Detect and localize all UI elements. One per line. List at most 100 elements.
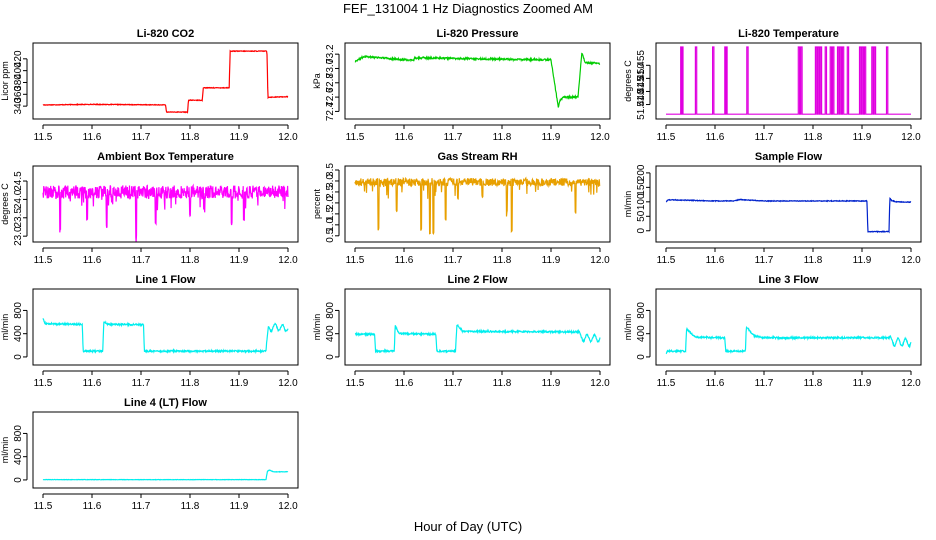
chart-panel: Line 1 Flow 11.5 11.6 11.7 11.8 11.9 12.0 0 400 8… [0,274,299,389]
y-tick-label: 400 [636,325,647,342]
y-tick-label: 51.455 [636,50,647,81]
y-axis-label: kPa [312,73,322,89]
x-tick-label: 11.9 [853,255,872,266]
x-tick-label: 11.9 [230,501,249,512]
chart-panel: Line 2 Flow 11.5 11.6 11.7 11.8 11.9 12.0 0 400 8… [312,274,611,389]
x-tick-label: 11.6 [83,255,102,266]
y-axis-label: ml/min [623,191,633,218]
series-line [42,469,289,481]
series-line [665,197,912,234]
x-tick-label: 11.7 [132,501,151,512]
x-tick-label: 12.0 [590,132,610,143]
x-tick-label: 11.5 [34,378,53,389]
y-tick-label: 800 [13,425,24,442]
y-tick-label: 3.5 [325,163,336,177]
y-tick-label: 1.0 [325,217,336,231]
x-tick-label: 11.5 [657,255,676,266]
y-tick-label: 150 [636,179,647,196]
x-tick-label: 11.7 [444,132,463,143]
series-line [42,49,289,114]
y-tick-label: 340 [13,97,24,114]
y-tick-label: 100 [636,193,647,210]
series-line [42,183,289,242]
y-axis-label: Licor ppm [0,61,10,101]
x-tick-label: 11.6 [83,378,102,389]
y-tick-label: 51.440 [636,89,647,120]
y-axis-label: degrees C [0,183,10,225]
x-tick-label: 11.9 [542,255,561,266]
panel-title: Sample Flow [755,151,823,163]
y-tick-label: 23.0 [13,226,24,246]
x-tick-label: 11.7 [444,378,463,389]
y-tick-label: 24.5 [13,171,24,191]
x-tick-label: 12.0 [901,378,921,389]
x-tick-label: 11.8 [493,378,512,389]
y-tick-label: 400 [325,325,336,342]
x-tick-label: 11.9 [853,378,872,389]
x-tick-label: 11.8 [181,501,200,512]
y-tick-label: 400 [13,62,24,79]
chart-panel: Li-820 CO2 11.5 11.6 11.7 11.8 11.9 12.0 340360… [0,28,299,143]
chart-panel: Li-820 Pressure 11.5 11.6 11.7 11.8 11.9 12.0 7… [312,28,611,143]
x-tick-label: 11.7 [755,255,774,266]
panel-title: Li-820 CO2 [137,28,194,40]
y-tick-label: 24.0 [13,189,24,209]
x-tick-label: 11.7 [755,378,774,389]
y-tick-label: 420 [13,50,24,67]
y-axis-label: percent [312,188,322,219]
y-tick-label: 72.8 [325,73,336,93]
y-tick-label: 0 [636,354,647,360]
y-tick-label: 400 [13,448,24,465]
x-tick-label: 11.8 [493,132,512,143]
panel-title: Li-820 Pressure [437,28,519,40]
panel-title: Line 3 Flow [759,274,819,286]
figure-title: FEF_131004 1 Hz Diagnostics Zoomed AM [343,1,593,16]
x-tick-label: 11.5 [34,132,53,143]
x-tick-label: 11.7 [132,132,151,143]
x-tick-label: 11.6 [83,501,102,512]
x-tick-label: 11.5 [657,132,676,143]
y-tick-label: 0 [13,354,24,360]
x-tick-label: 11.5 [34,501,53,512]
chart-panel: Ambient Box Temperature 11.5 11.6 11.7 11.8 1… [0,151,299,266]
y-axis-label: degrees C [623,60,633,102]
y-tick-label: 3.0 [325,174,336,188]
plot-frame [655,165,922,243]
y-tick-label: 0 [13,477,24,483]
series-line [42,318,289,355]
x-tick-label: 11.6 [706,132,725,143]
x-tick-label: 11.5 [346,378,365,389]
y-tick-label: 72.6 [325,87,336,107]
x-tick-label: 11.8 [181,378,200,389]
y-tick-label: 1.5 [325,206,336,220]
x-tick-label: 11.8 [804,378,823,389]
chart-panel: Li-820 Temperature 11.5 11.6 11.7 11.8 11.9 12… [623,28,922,143]
x-tick-label: 12.0 [278,255,298,266]
x-tick-label: 12.0 [590,378,610,389]
x-tick-label: 11.5 [34,255,53,266]
plot-frame [655,288,922,366]
y-tick-label: 400 [13,325,24,342]
x-tick-label: 11.6 [395,132,414,143]
y-axis-label: ml/min [623,314,633,341]
x-tick-label: 12.0 [278,378,298,389]
x-tick-label: 11.9 [542,132,561,143]
x-tick-label: 12.0 [278,132,298,143]
series-line [666,46,911,115]
y-tick-label: 380 [13,74,24,91]
x-tick-label: 12.0 [278,501,298,512]
panel-title: Line 2 Flow [448,274,508,286]
x-tick-label: 11.5 [346,255,365,266]
chart-panel: Line 4 (LT) Flow 11.5 11.6 11.7 11.8 11.9 12.0… [0,397,299,512]
panel-title: Gas Stream RH [437,151,517,163]
x-tick-label: 11.9 [230,132,249,143]
y-tick-label: 360 [13,86,24,103]
x-tick-label: 11.5 [346,132,365,143]
series-line [665,325,912,355]
y-tick-label: 800 [325,302,336,319]
y-axis-label: ml/min [0,437,10,464]
x-tick-label: 12.0 [901,255,921,266]
plot-frame [32,288,299,366]
x-tick-label: 11.9 [542,378,561,389]
